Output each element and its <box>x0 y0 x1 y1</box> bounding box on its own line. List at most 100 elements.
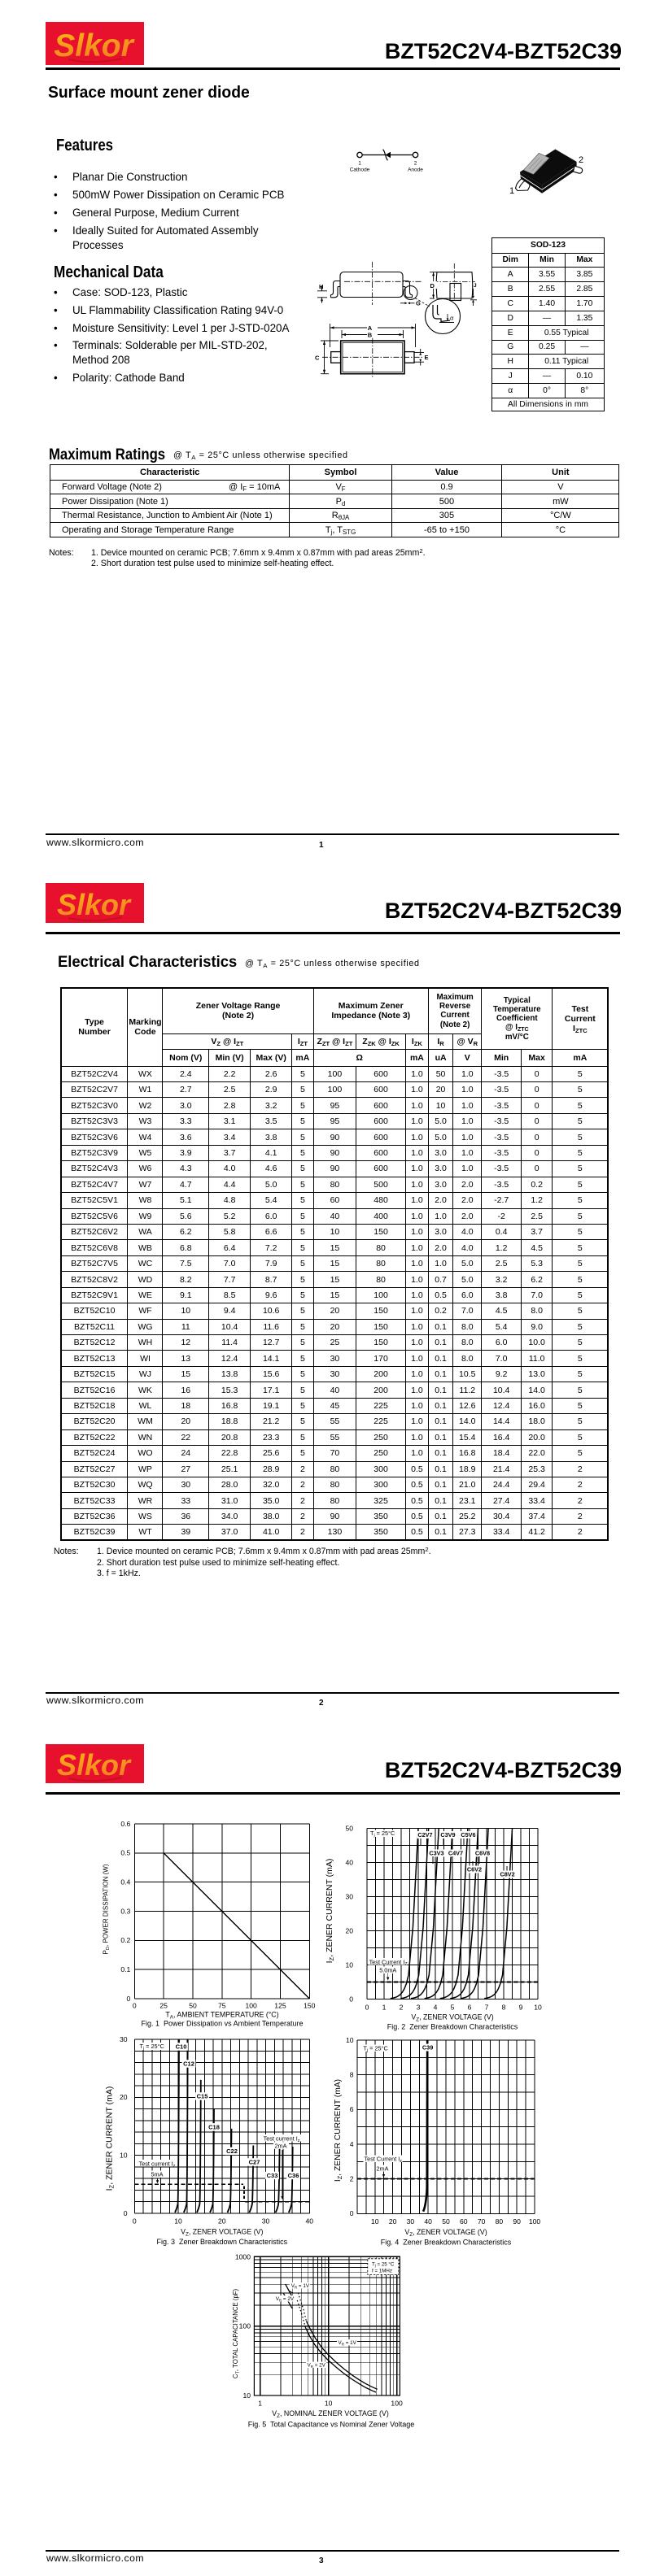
svg-text:Tj = 25 °C: Tj = 25 °C <box>372 2262 395 2268</box>
svg-text:H: H <box>319 283 323 290</box>
svg-text:0: 0 <box>349 1995 353 2003</box>
svg-text:C22: C22 <box>226 2147 238 2155</box>
svg-text:Tj = 25°C: Tj = 25°C <box>364 2045 388 2054</box>
svg-text:10: 10 <box>346 2036 354 2044</box>
svg-text:10: 10 <box>325 2400 333 2408</box>
svg-text:PD, POWER DISSIPATION (W): PD, POWER DISSIPATION (W) <box>103 1864 111 1954</box>
svg-text:J: J <box>474 283 477 289</box>
svg-text:f = 1MHz: f = 1MHz <box>372 2269 392 2274</box>
svg-text:50: 50 <box>442 2217 450 2226</box>
svg-text:25: 25 <box>159 2002 168 2010</box>
svg-text:C33: C33 <box>267 2172 278 2179</box>
svg-text:C6V2: C6V2 <box>467 1866 482 1873</box>
svg-text:100: 100 <box>529 2217 541 2226</box>
svg-text:40: 40 <box>424 2217 432 2226</box>
svg-text:150: 150 <box>304 2002 316 2010</box>
svg-text:6: 6 <box>468 2004 472 2012</box>
svg-text:Slkor: Slkor <box>54 28 134 63</box>
svg-text:4: 4 <box>434 2004 438 2012</box>
svg-text:Test current Iz: Test current Iz <box>264 2135 300 2144</box>
svg-text:C3V9: C3V9 <box>440 1831 455 1838</box>
svg-text:B: B <box>368 332 373 339</box>
svg-text:20: 20 <box>345 1926 353 1934</box>
svg-text:1: 1 <box>258 2400 262 2408</box>
svg-text:0.3: 0.3 <box>120 1907 130 1915</box>
svg-text:125: 125 <box>274 2002 286 2010</box>
svg-text:Test Current IZ: Test Current IZ <box>369 1958 408 1967</box>
svg-text:5: 5 <box>451 2004 455 2012</box>
svg-text:0.5: 0.5 <box>120 1849 130 1857</box>
svg-text:E: E <box>425 354 429 361</box>
svg-text:VZ, ZENER VOLTAGE (V): VZ, ZENER VOLTAGE (V) <box>181 2228 263 2238</box>
svg-text:90: 90 <box>513 2217 521 2226</box>
svg-text:70: 70 <box>478 2217 486 2226</box>
svg-text:A: A <box>368 324 373 332</box>
svg-text:2: 2 <box>350 2175 354 2183</box>
svg-text:C2V7: C2V7 <box>417 1831 432 1838</box>
svg-text:VR = 1V: VR = 1V <box>291 2283 310 2289</box>
svg-text:4: 4 <box>350 2140 354 2148</box>
svg-text:100: 100 <box>391 2400 403 2408</box>
svg-text:C: C <box>315 355 320 362</box>
svg-text:8: 8 <box>502 2004 506 2012</box>
svg-text:10: 10 <box>371 2217 379 2226</box>
svg-text:5mA: 5mA <box>151 2171 163 2178</box>
svg-text:2: 2 <box>414 161 417 167</box>
svg-text:C36: C36 <box>288 2172 299 2179</box>
svg-text:7: 7 <box>485 2004 489 2012</box>
svg-text:VR = 2V: VR = 2V <box>276 2296 295 2302</box>
svg-text:1: 1 <box>382 2004 387 2012</box>
svg-text:2mA: 2mA <box>377 2165 389 2173</box>
svg-text:Fig. 1 Power Dissipation vs A: Fig. 1 Power Dissipation vs Ambient Temp… <box>142 2020 304 2028</box>
svg-text:Fig. 4 Zener Breakdown Charac: Fig. 4 Zener Breakdown Characteristics <box>381 2239 512 2247</box>
svg-text:IZ, ZENER CURRENT (mA): IZ, ZENER CURRENT (mA) <box>325 1859 335 1964</box>
svg-text:2: 2 <box>579 155 583 165</box>
svg-text:8: 8 <box>350 2071 354 2079</box>
svg-text:IZ, ZENER CURRENT (mA): IZ, ZENER CURRENT (mA) <box>105 2086 116 2191</box>
svg-text:Test current Iz: Test current Iz <box>139 2160 176 2169</box>
svg-text:20: 20 <box>218 2217 226 2226</box>
svg-text:75: 75 <box>218 2002 226 2010</box>
svg-text:0.2: 0.2 <box>120 1936 130 1944</box>
svg-text:1: 1 <box>509 186 514 196</box>
svg-text:C39: C39 <box>422 2044 433 2052</box>
svg-text:50: 50 <box>189 2002 197 2010</box>
svg-text:Test Current Iz: Test Current Iz <box>365 2156 403 2165</box>
svg-text:TA, AMBIENT TEMPERATURE (°C): TA, AMBIENT TEMPERATURE (°C) <box>165 2011 278 2021</box>
svg-text:α: α <box>450 315 454 322</box>
svg-text:3: 3 <box>417 2004 421 2012</box>
svg-text:5.0mA: 5.0mA <box>379 1967 396 1974</box>
svg-text:1000: 1000 <box>235 2253 251 2261</box>
svg-text:10: 10 <box>242 2391 251 2400</box>
svg-text:50: 50 <box>345 1824 353 1832</box>
svg-text:IZ, ZENER CURRENT (mA): IZ, ZENER CURRENT (mA) <box>334 2079 343 2182</box>
svg-text:D: D <box>430 282 435 289</box>
svg-text:10: 10 <box>120 2152 128 2160</box>
svg-text:VZ, NOMINAL ZENER VOLTAGE (V): VZ, NOMINAL ZENER VOLTAGE (V) <box>272 2409 389 2419</box>
svg-text:VZ, ZENER VOLTAGE (V): VZ, ZENER VOLTAGE (V) <box>411 2013 493 2023</box>
svg-text:20: 20 <box>120 2093 128 2101</box>
svg-text:Tj = 25°C: Tj = 25°C <box>370 1830 395 1838</box>
svg-text:Fig. 5 Total Capacitance vs N: Fig. 5 Total Capacitance vs Nominal Zene… <box>248 2421 414 2429</box>
svg-text:9: 9 <box>519 2004 523 2012</box>
svg-text:C4V7: C4V7 <box>448 1850 463 1857</box>
svg-text:40: 40 <box>345 1858 353 1866</box>
svg-text:C6V8: C6V8 <box>475 1850 490 1857</box>
svg-text:0: 0 <box>350 2209 354 2217</box>
svg-text:2mA: 2mA <box>274 2143 286 2150</box>
svg-text:30: 30 <box>120 2035 128 2043</box>
svg-text:0: 0 <box>365 2004 369 2012</box>
svg-text:Fig. 3 Zener Breakdown Charac: Fig. 3 Zener Breakdown Characteristics <box>157 2238 288 2246</box>
svg-text:VZ, ZENER VOLTAGE (V): VZ, ZENER VOLTAGE (V) <box>404 2228 487 2238</box>
svg-text:Slkor: Slkor <box>57 888 132 921</box>
svg-text:1: 1 <box>358 161 361 167</box>
svg-text:0: 0 <box>127 1995 131 2003</box>
svg-text:VR = 1V: VR = 1V <box>339 2340 357 2346</box>
svg-text:Cathode: Cathode <box>350 168 370 173</box>
svg-text:100: 100 <box>239 2322 251 2330</box>
svg-text:20: 20 <box>389 2217 397 2226</box>
svg-text:C27: C27 <box>249 2159 260 2166</box>
svg-text:10: 10 <box>174 2217 182 2226</box>
svg-text:CT, TOTAL CAPACITANCE (pF): CT, TOTAL CAPACITANCE (pF) <box>232 2288 241 2378</box>
svg-text:C5V6: C5V6 <box>461 1831 475 1838</box>
